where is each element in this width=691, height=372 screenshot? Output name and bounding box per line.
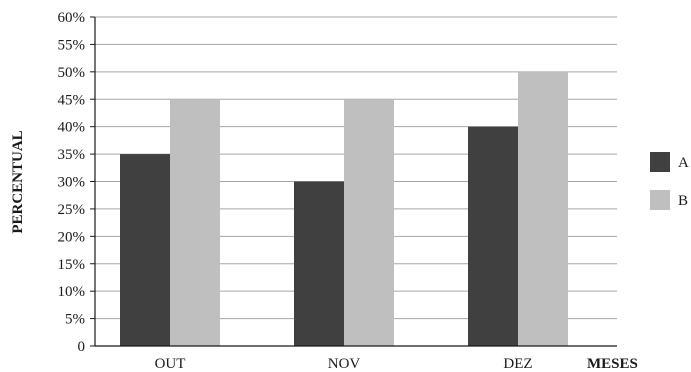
y-tick-label: 10% bbox=[58, 284, 86, 300]
x-category-label: DEZ bbox=[503, 356, 532, 372]
bar-a-nov bbox=[294, 181, 344, 346]
bar-a-out bbox=[120, 154, 170, 346]
y-tick-label: 55% bbox=[58, 37, 86, 53]
y-tick-label: 5% bbox=[65, 312, 85, 328]
y-tick-label: 35% bbox=[58, 147, 86, 163]
y-tick-label: 15% bbox=[58, 257, 86, 273]
legend-swatch-a bbox=[650, 152, 670, 172]
y-tick-label: 30% bbox=[58, 175, 86, 191]
bars bbox=[120, 71, 568, 347]
bar-b-dez bbox=[518, 71, 568, 346]
x-category-label: OUT bbox=[155, 356, 186, 372]
y-tick-label: 50% bbox=[58, 65, 86, 81]
y-tick-label: 40% bbox=[58, 120, 86, 136]
bar-a-dez bbox=[468, 126, 518, 347]
bar-b-nov bbox=[344, 99, 394, 346]
y-tick-label: 0 bbox=[78, 339, 86, 355]
bar-b-out bbox=[170, 99, 220, 346]
x-category-label: NOV bbox=[328, 356, 361, 372]
y-tick-labels: 0 5% 10% 15% 20% 25% 30% 35% 40% 45% 50% 55% 60% bbox=[58, 10, 86, 355]
legend-swatch-b bbox=[650, 190, 670, 210]
y-tick-label: 25% bbox=[58, 202, 86, 218]
y-axis-title: PERCENTUAL bbox=[10, 130, 26, 233]
y-tick-label: 60% bbox=[58, 10, 86, 26]
legend: AB bbox=[650, 152, 689, 210]
legend-label-b: B bbox=[678, 193, 688, 209]
y-tick-label: 20% bbox=[58, 229, 86, 245]
x-category-labels: OUT NOV DEZ bbox=[155, 356, 533, 372]
y-tick-label: 45% bbox=[58, 92, 86, 108]
legend-label-a: A bbox=[678, 155, 689, 171]
x-axis-title: MESES bbox=[587, 356, 638, 372]
axes bbox=[94, 17, 617, 347]
